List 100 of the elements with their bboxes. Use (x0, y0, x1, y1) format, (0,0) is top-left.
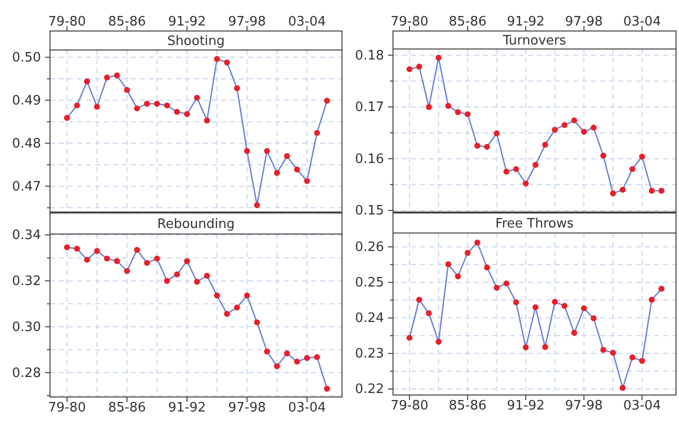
point (571, 330, 578, 336)
point (214, 56, 220, 62)
x-tick-label: 85-86 (448, 398, 487, 414)
point (244, 148, 250, 154)
x-tick-label: 97-98 (228, 14, 266, 30)
point (184, 111, 190, 118)
point (426, 310, 432, 316)
x-tick-label: 85-86 (108, 400, 146, 416)
point (234, 304, 240, 310)
x-tick-label: 91-92 (506, 14, 545, 30)
point (264, 148, 270, 154)
point (134, 246, 140, 253)
point (580, 128, 587, 135)
point (464, 111, 471, 118)
x-tick-label: 79-80 (48, 14, 86, 30)
chart-title: Turnovers (502, 34, 566, 48)
point (64, 244, 70, 250)
point (445, 102, 452, 109)
x-tick-label: 85-86 (448, 14, 487, 30)
x-tick-label: 03-04 (623, 14, 661, 30)
point (144, 260, 150, 266)
x-tick-label: 97-98 (565, 398, 603, 414)
point (294, 166, 300, 172)
y-tick-label: 0.18 (355, 48, 384, 64)
point (648, 188, 655, 194)
point (436, 338, 442, 345)
point (94, 104, 100, 110)
y-tick-label: 0.50 (12, 50, 41, 66)
point (562, 122, 568, 128)
point (562, 302, 568, 309)
point (416, 64, 422, 70)
point (552, 298, 558, 305)
x-tick-label: 97-98 (565, 14, 603, 30)
x-tick-label: 03-04 (623, 398, 661, 414)
point (284, 350, 290, 356)
y-tick-label: 0.25 (355, 276, 384, 291)
x-tick-label: 91-92 (168, 14, 206, 30)
point (552, 126, 558, 133)
y-tick-label: 0.47 (12, 179, 41, 194)
point (74, 246, 80, 252)
y-tick-label: 0.48 (12, 136, 41, 152)
point (154, 256, 160, 262)
point (639, 154, 646, 160)
point (224, 310, 230, 317)
y-tick-label: 0.34 (12, 228, 41, 244)
point (464, 250, 471, 256)
point (104, 256, 110, 262)
point (214, 292, 220, 299)
point (114, 72, 120, 78)
point (484, 144, 490, 150)
point (204, 117, 210, 124)
point (194, 278, 200, 285)
point (513, 299, 520, 306)
point (244, 292, 250, 299)
y-tick-label: 0.22 (355, 382, 384, 398)
point (590, 315, 597, 322)
point (114, 258, 120, 264)
point (522, 344, 529, 350)
x-tick-label: 85-86 (108, 14, 146, 30)
x-tick-label: 79-80 (48, 400, 86, 416)
point (532, 162, 538, 168)
point (184, 258, 190, 264)
point (542, 344, 548, 350)
point (639, 358, 646, 364)
point (254, 319, 260, 326)
point (629, 166, 636, 172)
point (174, 271, 180, 278)
x-tick-label: 03-04 (288, 14, 326, 30)
point (454, 109, 461, 116)
y-tick-label: 0.32 (12, 274, 41, 289)
point (264, 348, 270, 355)
point (620, 384, 626, 391)
point (503, 168, 510, 175)
point (620, 186, 626, 193)
point (406, 66, 412, 72)
point (454, 273, 461, 280)
point (513, 166, 520, 172)
point (194, 94, 200, 101)
point (580, 305, 587, 312)
x-tick-label: 91-92 (168, 400, 206, 416)
point (84, 78, 90, 84)
point (600, 152, 606, 159)
point (224, 59, 230, 66)
point (324, 98, 330, 104)
point (124, 268, 130, 274)
point (426, 104, 432, 110)
x-tick-label: 91-92 (506, 398, 545, 414)
point (474, 240, 480, 246)
point (314, 130, 320, 136)
point (474, 142, 480, 149)
y-tick-label: 0.49 (12, 93, 41, 108)
y-tick-label: 0.30 (12, 320, 41, 335)
point (648, 296, 655, 303)
point (294, 358, 300, 365)
point (164, 278, 170, 284)
point (304, 354, 310, 361)
point (542, 142, 548, 148)
chart-title: Shooting (167, 34, 225, 49)
point (590, 124, 597, 131)
point (284, 153, 290, 160)
